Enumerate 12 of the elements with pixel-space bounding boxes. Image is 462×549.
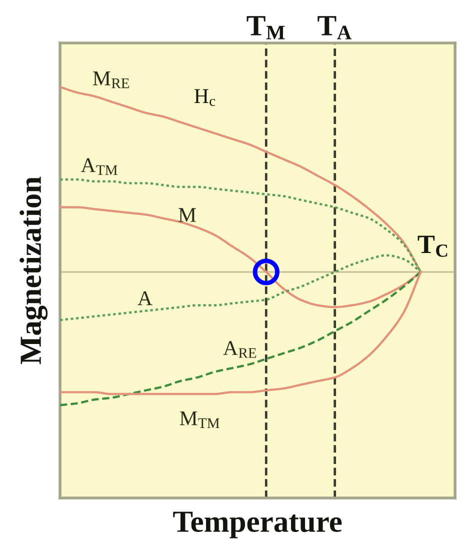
series-label: A bbox=[138, 291, 152, 306]
series-label: A$_{RE}$ bbox=[223, 341, 256, 358]
series-label: A$_{TM}$ bbox=[80, 158, 118, 175]
x-axis-title: Temperature bbox=[173, 512, 342, 538]
annotation: H$_{c}$ bbox=[194, 89, 216, 106]
x-tick-label: T$_{A}$ bbox=[318, 16, 352, 40]
x-tick-label: T$_{M}$ bbox=[246, 16, 285, 40]
y-axis-title: Magnetization bbox=[20, 176, 48, 364]
series-label: M$_{RE}$ bbox=[93, 72, 130, 88]
series-label: M bbox=[178, 208, 196, 222]
annotation: T$_{C}$ bbox=[418, 236, 448, 257]
series-label: M$_{TM}$ bbox=[180, 411, 220, 428]
